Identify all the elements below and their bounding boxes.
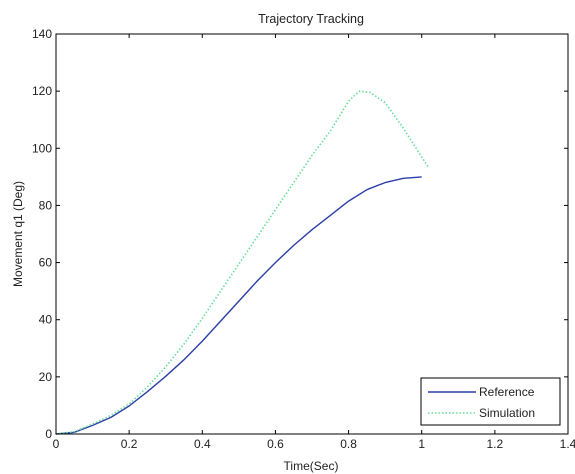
y-tick-label: 40 bbox=[39, 313, 53, 327]
y-tick-label: 0 bbox=[45, 427, 52, 441]
x-tick-label: 1.2 bbox=[487, 437, 504, 451]
y-tick-label: 120 bbox=[32, 84, 52, 98]
series-layer bbox=[55, 90, 430, 435]
axes-layer: 0 0.2 0.4 0.6 0.8 1 1.2 1.4 0 20 40 60 80 100 120 140 bbox=[32, 27, 575, 451]
legend-label-reference: Reference bbox=[479, 385, 535, 399]
x-tick-label: 1.4 bbox=[560, 437, 575, 451]
y-tick-label: 60 bbox=[39, 256, 53, 270]
chart-title: Trajectory Tracking bbox=[258, 12, 364, 26]
x-tick-label: 0.8 bbox=[340, 437, 357, 451]
y-tick-label: 140 bbox=[32, 27, 52, 41]
legend-label-simulation: Simulation bbox=[479, 406, 535, 420]
x-axis-label: Time(Sec) bbox=[284, 459, 339, 473]
y-tick-label: 20 bbox=[39, 370, 53, 384]
series-line-simulation bbox=[55, 90, 430, 435]
y-axis-label: Movement q1 (Deg) bbox=[11, 181, 25, 287]
x-tick-label: 0.6 bbox=[267, 437, 284, 451]
x-tick-label: 0.2 bbox=[121, 437, 138, 451]
y-tick-label: 80 bbox=[39, 198, 53, 212]
x-tick-label: 0 bbox=[53, 437, 60, 451]
series-line-reference bbox=[55, 176, 422, 435]
legend: Reference Simulation bbox=[420, 377, 561, 426]
plot-frame bbox=[55, 33, 569, 435]
x-tick-label: 0.4 bbox=[194, 437, 211, 451]
y-tick-label: 100 bbox=[32, 141, 52, 155]
legend-box bbox=[420, 377, 561, 426]
x-tick-label: 1 bbox=[418, 437, 425, 451]
